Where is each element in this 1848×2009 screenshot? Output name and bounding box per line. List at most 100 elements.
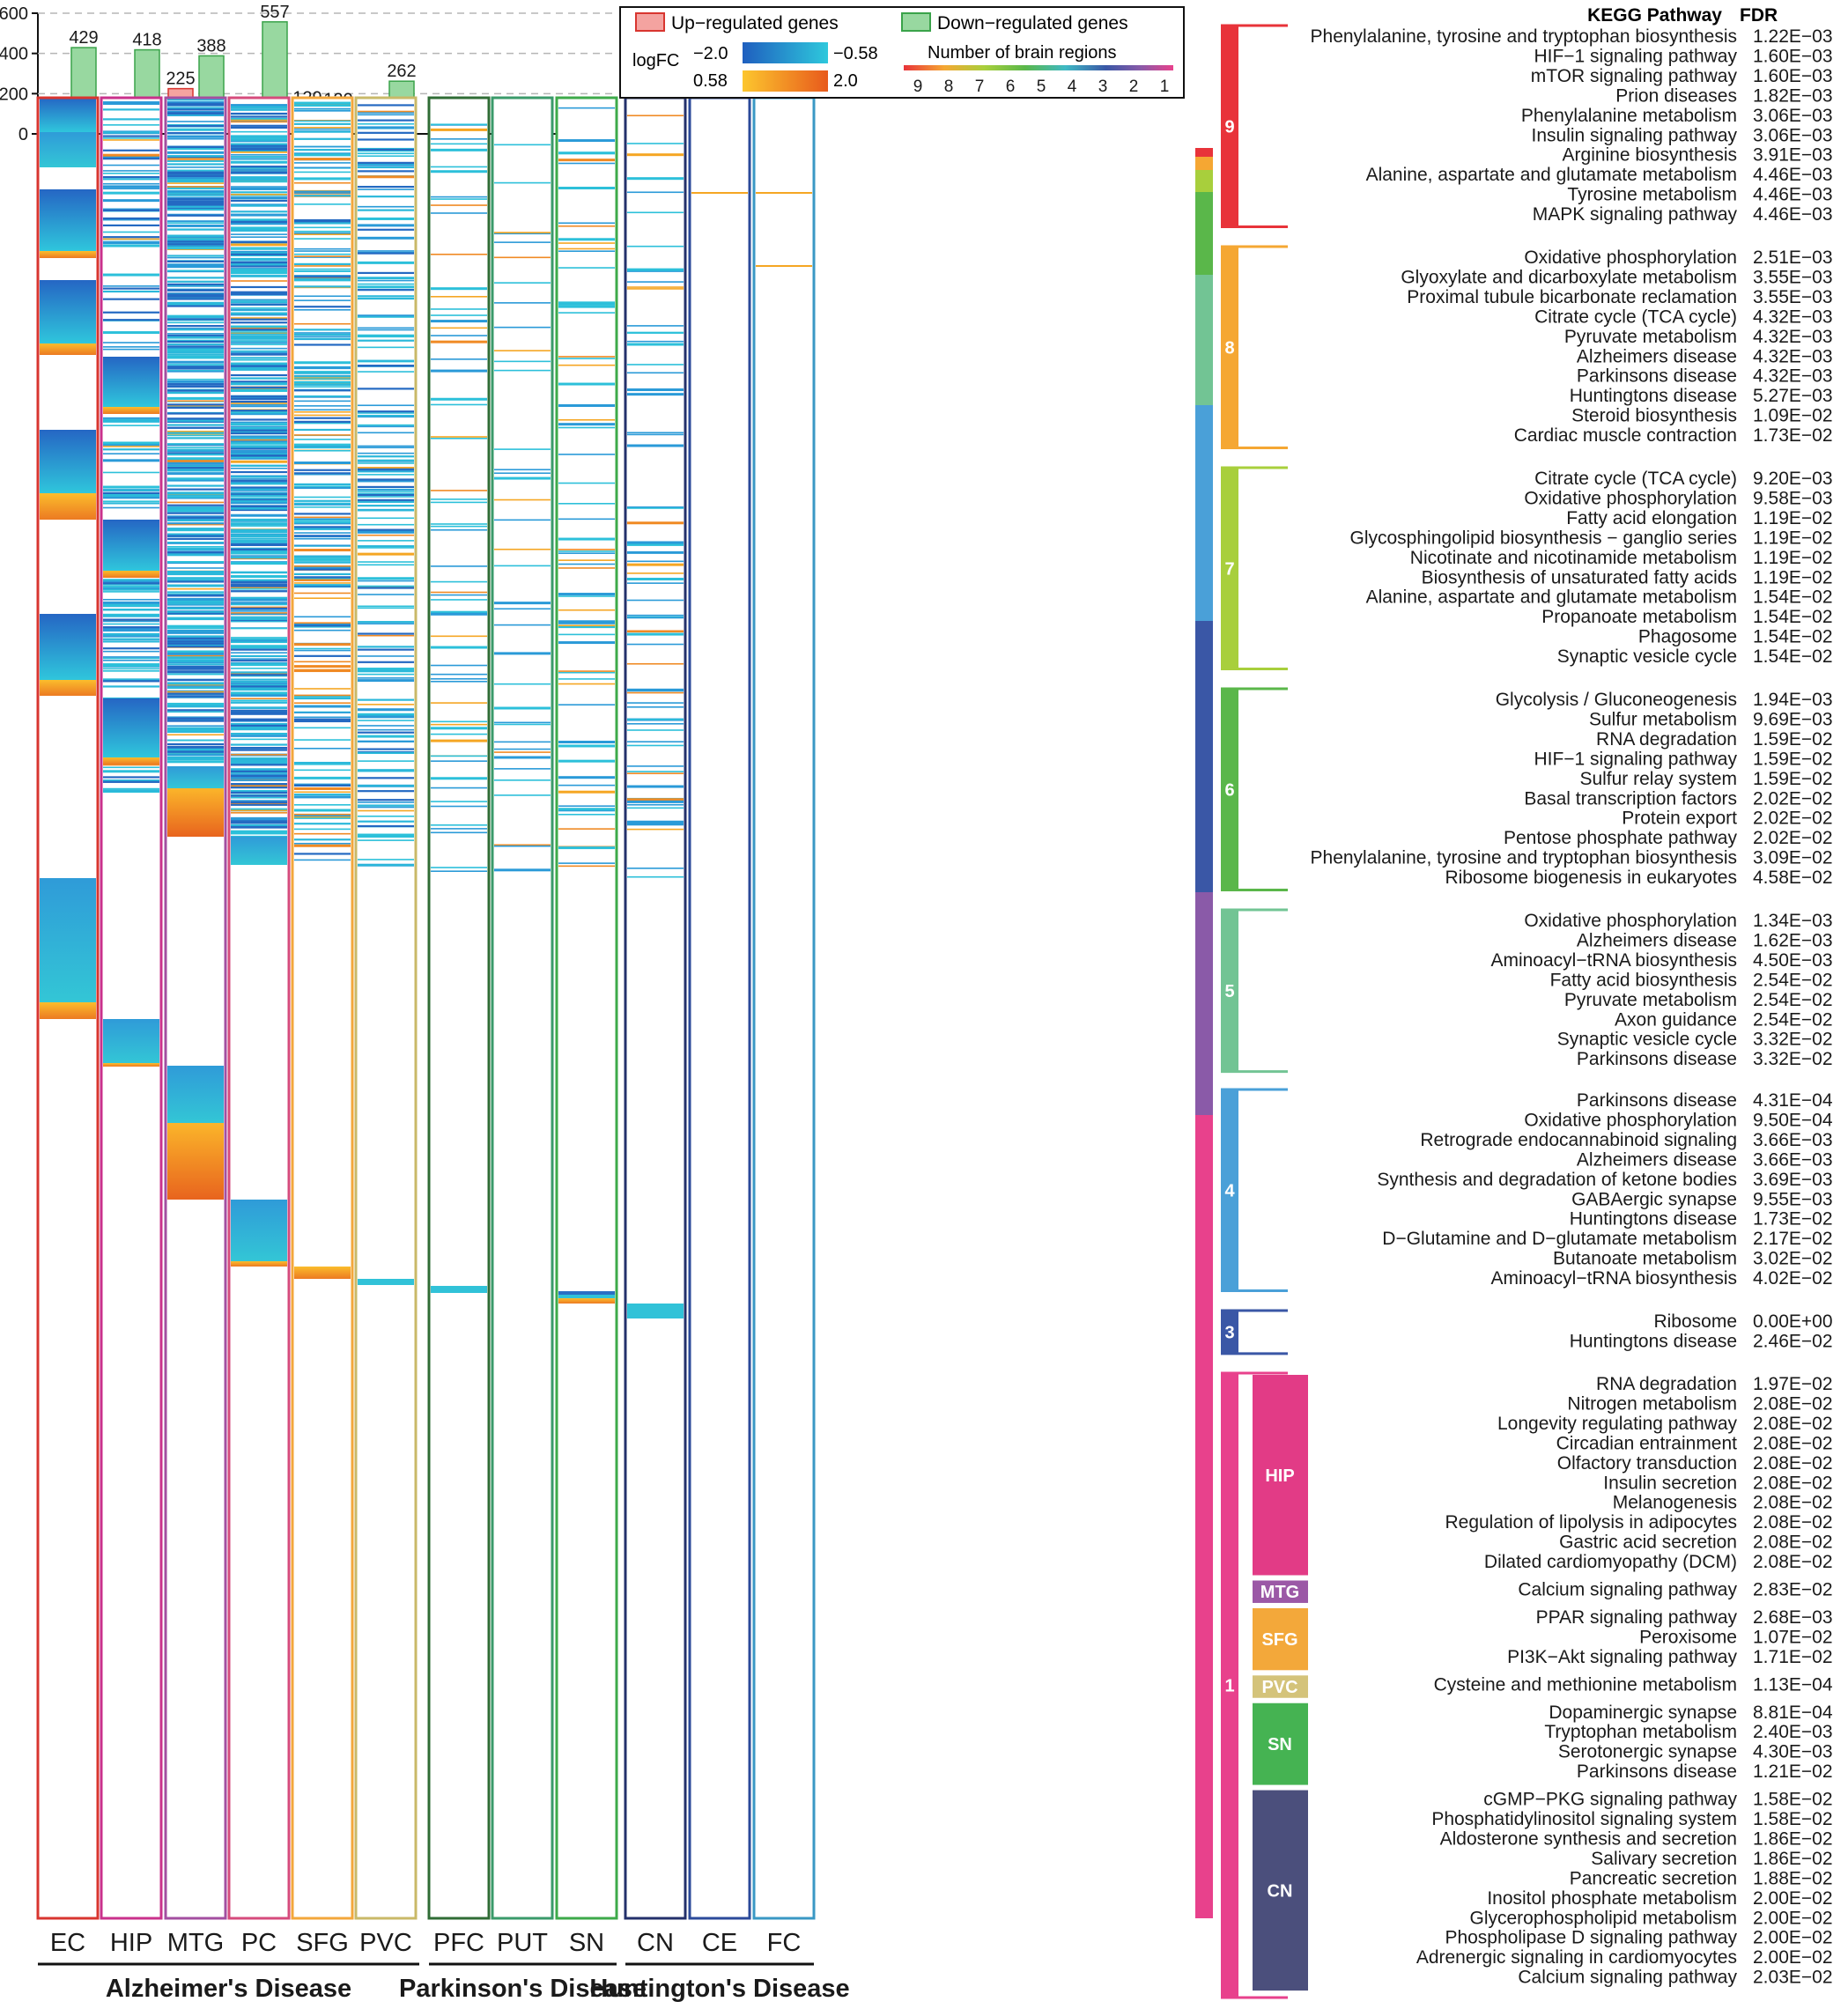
heatmap-gene-line (294, 697, 351, 700)
pathway-fdr: 9.50E−04 (1753, 1110, 1833, 1130)
heatmap-gene-line (167, 673, 224, 676)
heatmap-gene-line (294, 309, 351, 311)
pathway-fdr: 1.19E−02 (1753, 508, 1833, 528)
heatmap-column-border (36, 96, 100, 1920)
heatmap-gene-line (103, 425, 159, 426)
heatmap-gene-line (358, 155, 414, 157)
heatmap-gene-line (231, 580, 287, 584)
heatmap-gene-line (231, 365, 287, 367)
pathway-fdr: 2.46E−02 (1753, 1331, 1833, 1351)
heatmap-gene-line (167, 711, 224, 713)
heatmap-gene-line (627, 582, 684, 584)
heatmap-gene-line (294, 838, 351, 841)
heatmap-gene-line (294, 337, 351, 340)
legend-up-swatch (635, 12, 665, 32)
heatmap-gene-line (431, 528, 487, 531)
heatmap-gene-line (431, 599, 487, 601)
heatmap-gene-line (494, 519, 551, 521)
heatmap-gene-line (103, 311, 159, 314)
heatmap-gene-line (294, 383, 351, 386)
heatmap-gene-block (40, 98, 96, 132)
heatmap-gene-line (231, 683, 287, 686)
heatmap-gene-line (294, 769, 351, 772)
up-bar-value: 225 (166, 70, 195, 89)
heatmap-gene-line (558, 776, 615, 779)
heatmap-gene-line (231, 432, 287, 435)
heatmap-gene-line (294, 815, 351, 818)
heatmap-gene-line (294, 549, 351, 552)
heatmap-gene-line (627, 868, 684, 869)
heatmap-gene-line (431, 702, 487, 704)
heatmap-gene-line (103, 647, 159, 650)
heatmap-gene-line (167, 584, 224, 587)
heatmap-gene-line (294, 558, 351, 561)
pathway-fdr: 2.02E−02 (1753, 809, 1833, 829)
heatmap-gene-line (231, 681, 287, 683)
region-label: SN (569, 1929, 604, 1957)
heatmap-gene-line (558, 678, 615, 680)
heatmap-gene-line (231, 688, 287, 691)
heatmap-gene-line (627, 541, 684, 544)
pathway-fdr: 4.46E−03 (1753, 185, 1833, 205)
heatmap-gene-line (431, 358, 487, 360)
heatmap-gene-line (231, 222, 287, 225)
heatmap-gene-line (103, 587, 159, 589)
pathway-name: Biosynthesis of unsaturated fatty acids (1422, 567, 1737, 587)
heatmap-gene-line (167, 629, 224, 632)
heatmap-gene-line (294, 576, 351, 579)
heatmap-gene-line (167, 587, 224, 590)
heatmap-gene-line (231, 227, 287, 231)
heatmap-gene-line (431, 787, 487, 789)
pathway-fdr: 4.30E−03 (1753, 1742, 1833, 1762)
heatmap-gene-block (103, 1063, 159, 1067)
heatmap-gene-line (167, 523, 224, 526)
heatmap-column-pvc (354, 96, 418, 1920)
heatmap-gene-line (167, 270, 224, 272)
heatmap-gene-line (358, 462, 414, 464)
heatmap-gene-line (294, 518, 351, 520)
heatmap-gene-line (167, 577, 224, 580)
heatmap-gene-line (167, 371, 224, 373)
heatmap-gene-line (167, 112, 224, 114)
heatmap-gene-line (231, 479, 287, 482)
heatmap-gene-line (231, 166, 287, 169)
heatmap-gene-line (231, 158, 287, 160)
pathway-name: Adrenergic signaling in cardiomyocytes (1416, 1947, 1737, 1968)
heatmap-gene-line (103, 298, 159, 300)
pathway-name: Prion diseases (1615, 85, 1737, 106)
pathway-fdr: 2.00E−02 (1753, 1947, 1833, 1968)
group-bracket-bar (1221, 1311, 1238, 1354)
group-label: 7 (1224, 559, 1234, 579)
heatmap-gene-line (294, 120, 351, 122)
heatmap-gene-line (358, 414, 414, 417)
heatmap-gene-line (494, 756, 551, 759)
heatmap-gene-line (231, 104, 287, 107)
heatmap-gene-line (167, 607, 224, 610)
heatmap-gene-line (627, 823, 684, 826)
heatmap-gene-line (494, 751, 551, 753)
heatmap-gene-line (231, 598, 287, 602)
heatmap-gene-line (167, 501, 224, 504)
pathway-name: Parkinsons disease (1577, 366, 1737, 387)
pathway-fdr: 2.54E−02 (1753, 990, 1833, 1010)
heatmap-gene-line (167, 301, 224, 304)
heatmap-column-ec (36, 96, 100, 1920)
heatmap-gene-line (558, 808, 615, 811)
heatmap-gene-line (167, 110, 224, 113)
heatmap-gene-line (231, 149, 287, 151)
heatmap-gene-line (231, 783, 287, 786)
legend-logfc-blue-high: −0.58 (833, 44, 878, 63)
pathway-name: PPAR signaling pathway (1536, 1607, 1738, 1628)
heatmap-gene-line (167, 237, 224, 240)
heatmap-gene-line (231, 268, 287, 270)
heatmap-gene-line (167, 156, 224, 159)
heatmap-gene-line (231, 613, 287, 616)
pathway-fdr: 1.54E−02 (1753, 607, 1833, 627)
heatmap-gene-line (294, 654, 351, 657)
heatmap-gene-line (431, 128, 487, 131)
heatmap-gene-line (231, 252, 287, 255)
heatmap-gene-line (294, 380, 351, 384)
pathway-fdr: 3.09E−02 (1753, 848, 1833, 868)
heatmap-gene-line (294, 400, 351, 403)
heatmap-gene-line (358, 474, 414, 476)
